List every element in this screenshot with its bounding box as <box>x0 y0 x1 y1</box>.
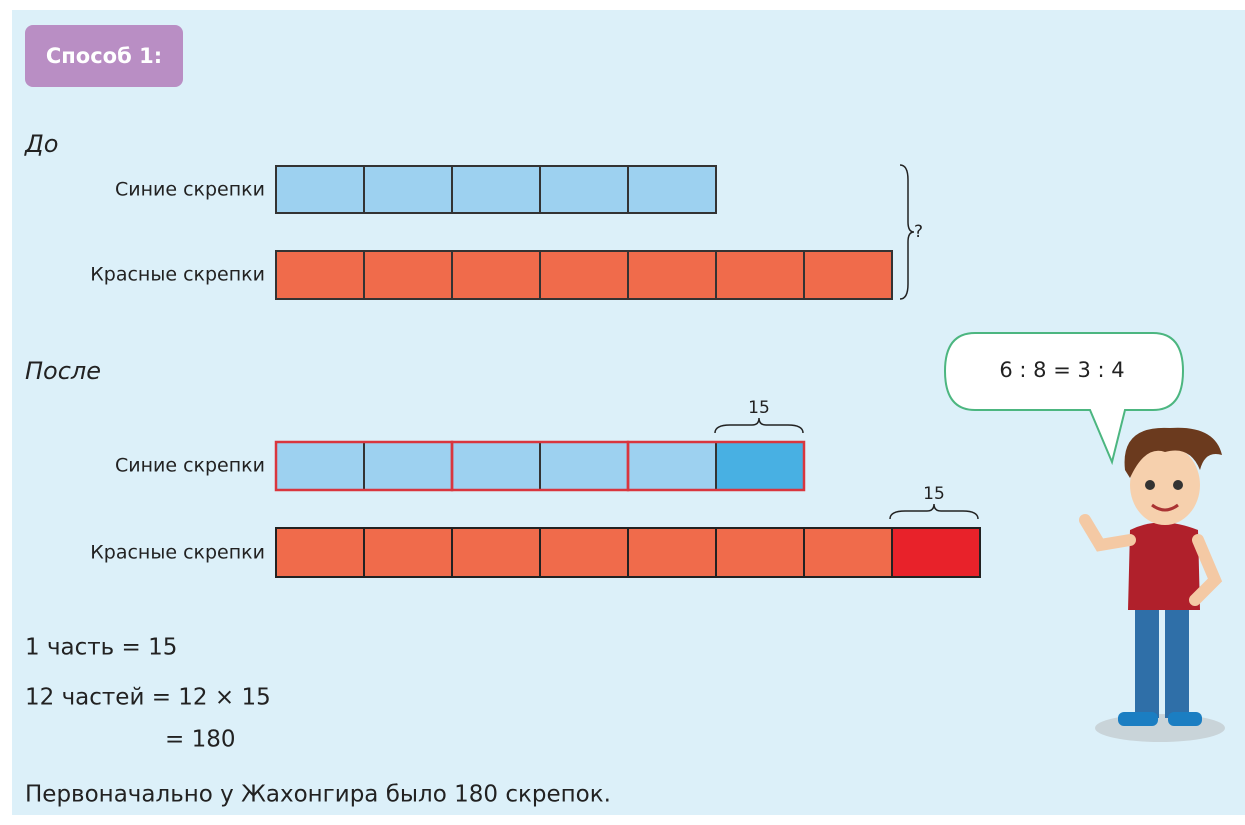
page: Способ 1: До Синие скрепки Красные скреп… <box>0 0 1245 825</box>
bar-unit <box>540 528 628 577</box>
solution-line: 12 частей = 12 × 15 <box>25 685 271 711</box>
total-mark: ? <box>914 222 923 242</box>
bar-unit <box>716 442 804 490</box>
after-heading: После <box>25 357 101 385</box>
bar-unit <box>452 442 540 490</box>
solution-line: = 180 <box>165 727 235 753</box>
bar-unit <box>276 442 364 490</box>
bar-unit <box>628 166 716 213</box>
bar-unit <box>716 528 804 577</box>
bar-unit <box>540 166 628 213</box>
bar-unit <box>452 251 540 299</box>
bar-unit <box>892 528 980 577</box>
bar-unit <box>804 251 892 299</box>
red-label: Красные скрепки <box>90 542 265 564</box>
page-canvas: Способ 1: До Синие скрепки Красные скреп… <box>0 0 1245 825</box>
answer: Первоначально у Жахонгира было 180 скреп… <box>25 782 611 808</box>
bar-unit <box>364 442 452 490</box>
badge-text: Способ 1: <box>46 44 162 68</box>
bar-unit <box>540 442 628 490</box>
bar-unit <box>276 251 364 299</box>
bar-unit <box>540 251 628 299</box>
bar-unit <box>276 166 364 213</box>
bar-unit <box>804 528 892 577</box>
speech-text: 6 : 8 = 3 : 4 <box>999 358 1124 382</box>
blue-label: Синие скрепки <box>115 179 265 201</box>
red-label: Красные скрепки <box>90 264 265 286</box>
before-heading: До <box>24 130 58 158</box>
bar-unit <box>276 528 364 577</box>
added-label: 15 <box>923 484 945 504</box>
solution-line: 1 часть = 15 <box>25 635 177 661</box>
bar-unit <box>452 528 540 577</box>
bar-unit <box>364 251 452 299</box>
bar-unit <box>628 528 716 577</box>
added-label: 15 <box>748 398 770 418</box>
blue-label: Синие скрепки <box>115 455 265 477</box>
bar-unit <box>628 442 716 490</box>
bar-unit <box>716 251 804 299</box>
bar-unit <box>364 166 452 213</box>
bar-unit <box>628 251 716 299</box>
bar-unit <box>364 528 452 577</box>
bar-unit <box>452 166 540 213</box>
